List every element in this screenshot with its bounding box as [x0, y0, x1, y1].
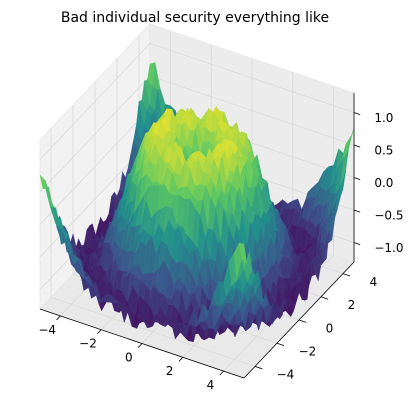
z-tick-label: 0.5	[374, 144, 393, 158]
x-tick-mark	[56, 315, 61, 321]
z-tick-mark	[353, 242, 361, 245]
grid-line-z-left	[39, 43, 151, 160]
y-tick-label: 2	[348, 298, 356, 312]
x-tick-label: 0	[125, 350, 133, 364]
z-tick-mark	[353, 177, 361, 180]
grid-line-z-back	[149, 43, 355, 113]
z-tick-label: 1.0	[374, 111, 393, 125]
x-tick-label: 4	[207, 378, 215, 392]
z-tick-mark	[353, 112, 361, 115]
grid-line-z-left	[39, 108, 151, 225]
x-tick-label: −4	[38, 323, 56, 337]
surface-plot	[39, 62, 355, 342]
x-tick-label: 2	[166, 364, 174, 378]
z-tick-mark	[353, 144, 361, 148]
z-tick-label: −0.5	[374, 209, 403, 223]
x-tick-mark	[97, 329, 102, 335]
z-tick-label: −1.0	[374, 241, 403, 255]
y-tick-mark	[298, 319, 307, 323]
y-tick-mark	[320, 296, 329, 300]
y-tick-mark	[276, 342, 285, 346]
grid-line-y-floor	[50, 297, 256, 367]
grid-line-z-back	[149, 75, 355, 146]
x-tick-mark	[137, 343, 143, 348]
y-tick-label: 4	[370, 275, 378, 289]
y-tick-label: −4	[277, 368, 295, 382]
y-tick-label: −2	[299, 344, 317, 358]
x-tick-mark	[219, 370, 224, 376]
chart-title: Bad individual security everything like	[61, 10, 329, 26]
y-tick-label: 0	[326, 321, 334, 335]
z-tick-label: 0.0	[374, 176, 393, 190]
grid-line-z-left	[39, 75, 151, 193]
y-tick-mark	[254, 366, 263, 370]
surface-patch	[238, 242, 248, 264]
z-tick-mark	[353, 209, 361, 213]
y-tick-mark	[342, 273, 351, 277]
x-tick-label: −2	[79, 337, 97, 351]
x-tick-mark	[178, 357, 184, 362]
